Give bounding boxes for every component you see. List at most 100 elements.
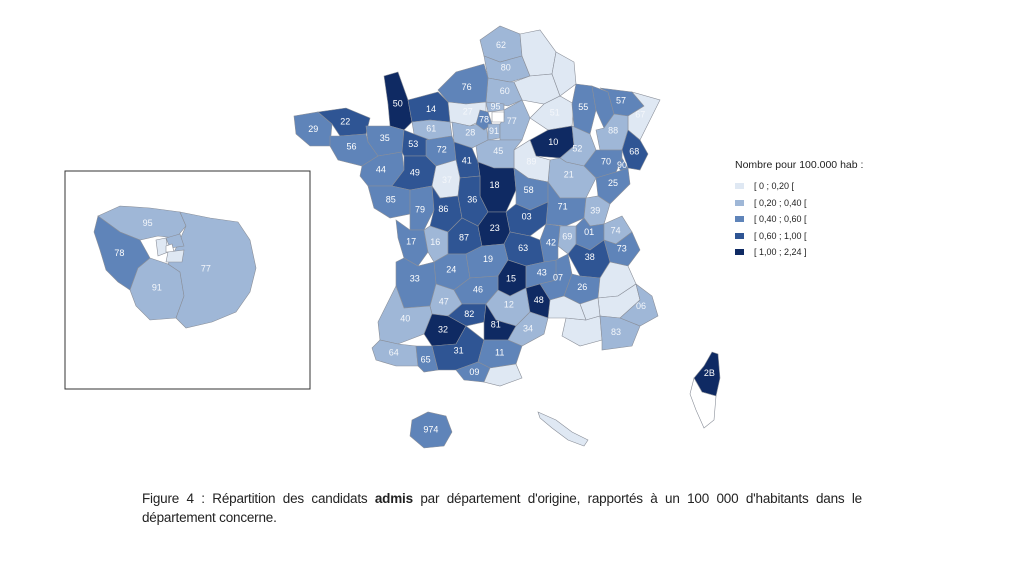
dept-label-78: 78	[479, 114, 489, 124]
dept-label-29: 29	[308, 124, 318, 134]
dept-label-40: 40	[400, 314, 410, 324]
dept-label-11: 11	[495, 348, 504, 358]
dept-label-73: 73	[617, 243, 627, 253]
legend-row: [ 0,40 ; 0,60 [	[735, 211, 905, 228]
dept-label-22: 22	[340, 116, 350, 126]
dept-label-37: 37	[442, 175, 452, 185]
legend-swatch	[735, 216, 744, 223]
dept-label-31: 31	[454, 345, 464, 355]
legend-label: [ 0,60 ; 1,00 [	[754, 230, 807, 241]
dept-17	[395, 219, 429, 267]
caption-emphasis: admis	[374, 491, 413, 506]
dept-label-58: 58	[524, 185, 534, 195]
dept-label-90: 90	[617, 160, 627, 170]
dept-label-38: 38	[585, 252, 595, 262]
dept-label-03: 03	[522, 211, 532, 221]
dept-label-16: 16	[430, 237, 440, 247]
dept-label-67: 67	[635, 109, 645, 119]
dept-label-12: 12	[504, 299, 514, 309]
dept-label-86: 86	[438, 204, 448, 214]
dept-label-35: 35	[380, 133, 390, 143]
dept-94	[165, 249, 185, 263]
mainland-departments	[293, 25, 661, 387]
dept-label-44: 44	[376, 165, 386, 175]
dept-label-19: 19	[483, 254, 493, 264]
dept-label-25: 25	[608, 178, 618, 188]
dept-label-79: 79	[415, 204, 425, 214]
idf-inset	[93, 205, 257, 329]
dept-974	[409, 411, 453, 449]
dept-label-57: 57	[616, 96, 626, 106]
dept-label-52: 52	[572, 143, 582, 153]
legend-row: [ 0,20 ; 0,40 [	[735, 195, 905, 212]
dept-label-51: 51	[550, 107, 560, 117]
dept-label-76: 76	[462, 82, 472, 92]
dept-label-82: 82	[464, 309, 474, 319]
dept-label-46: 46	[473, 285, 483, 295]
dept-label-974: 974	[423, 424, 438, 434]
dept-83	[599, 315, 641, 351]
dept-label-09: 09	[469, 367, 479, 377]
dept-label-28: 28	[465, 128, 475, 138]
dept-label-17: 17	[406, 236, 416, 246]
dept-label-32: 32	[438, 324, 448, 334]
dept-label-74: 74	[611, 226, 621, 236]
new-caledonia-island	[537, 411, 589, 447]
dept-label-34: 34	[523, 324, 533, 334]
dept-label-45: 45	[493, 146, 503, 156]
dept-paris-map	[491, 111, 505, 123]
dept-label-70: 70	[601, 157, 611, 167]
dept-label-53: 53	[408, 139, 418, 149]
dept-label-64: 64	[389, 347, 399, 357]
legend-row: [ 1,00 ; 2,24 ]	[735, 244, 905, 261]
dept-label-91: 91	[489, 126, 499, 136]
dept-label-2B: 2B	[704, 368, 715, 378]
legend-label: [ 0 ; 0,20 [	[754, 181, 795, 192]
dept-label-77: 77	[507, 116, 517, 126]
dept-label-91: 91	[152, 282, 162, 292]
corsica	[689, 351, 721, 429]
legend-rows: [ 0 ; 0,20 [ [ 0,20 ; 0,40 [ [ 0,40 ; 0,60…	[735, 178, 905, 261]
dept-label-07: 07	[553, 273, 563, 283]
dept-label-55: 55	[578, 102, 588, 112]
legend-label: [ 0,40 ; 0,60 [	[754, 214, 807, 225]
dept-50	[383, 71, 413, 131]
dept-label-68: 68	[629, 146, 639, 156]
dept-label-47: 47	[439, 297, 449, 307]
dept-label-49: 49	[410, 167, 420, 177]
dept-label-21: 21	[564, 170, 574, 180]
dept-label-83: 83	[611, 327, 621, 337]
figure-caption: Figure 4 : Répartition des candidats adm…	[142, 489, 862, 527]
dept-label-81: 81	[491, 320, 501, 330]
dept-label-10: 10	[548, 137, 558, 147]
legend-row: [ 0 ; 0,20 [	[735, 178, 905, 195]
dept-label-24: 24	[446, 265, 456, 275]
dept-label-69: 69	[562, 231, 572, 241]
dept-65	[415, 345, 439, 373]
dept-label-06: 06	[636, 301, 646, 311]
legend-swatch	[735, 183, 744, 190]
dept-label-89: 89	[526, 156, 536, 166]
dept-66	[483, 363, 523, 387]
legend-swatch	[735, 232, 744, 239]
dept-2A	[689, 377, 717, 429]
dept-label-48: 48	[534, 295, 544, 305]
dept-13	[561, 315, 603, 347]
legend-swatch	[735, 199, 744, 206]
dept-label-41: 41	[462, 155, 472, 165]
dept-label-39: 39	[590, 205, 600, 215]
dept-label-15: 15	[506, 274, 516, 284]
legend-title: Nombre pour 100.000 hab :	[735, 159, 864, 171]
legend-label: [ 0,20 ; 0,40 [	[754, 197, 807, 208]
dept-label-80: 80	[501, 63, 511, 73]
dept-label-60: 60	[500, 86, 510, 96]
dept-label-50: 50	[393, 99, 403, 109]
dept-label-72: 72	[437, 144, 447, 154]
dept-label-33: 33	[410, 273, 420, 283]
dept-label-23: 23	[490, 223, 500, 233]
dept-label-95: 95	[490, 101, 500, 111]
dept-label-27: 27	[463, 107, 473, 117]
dept-label-78: 78	[114, 248, 124, 258]
